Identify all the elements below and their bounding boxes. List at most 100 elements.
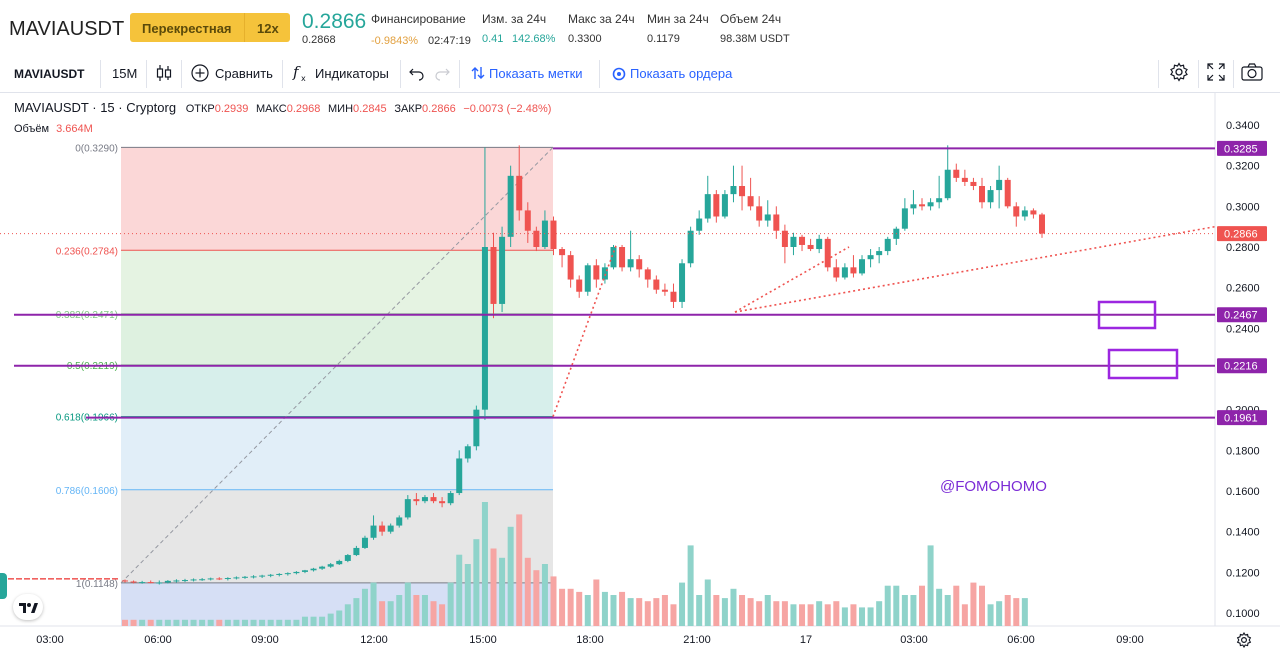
candle-body	[696, 218, 703, 231]
y-tick-label: 0.2600	[1226, 283, 1260, 295]
margin-type-button[interactable]: Перекрестная	[142, 21, 232, 36]
function-icon[interactable]: f x	[291, 62, 311, 84]
candle-body	[559, 249, 566, 256]
candle-body	[481, 247, 488, 410]
volume-bar	[961, 604, 968, 626]
y-tick-label: 0.1000	[1226, 608, 1260, 620]
volume-bar	[944, 595, 951, 626]
volume-bar	[456, 554, 463, 626]
settings-gear-icon[interactable]	[1169, 62, 1189, 82]
x-tick-label: 21:00	[683, 634, 711, 646]
leverage-button[interactable]: 12x	[257, 21, 279, 36]
candle-body	[927, 202, 934, 207]
volume-bar	[824, 604, 831, 626]
volume-value: 98.38M USDT	[720, 33, 790, 45]
low-value: 0.1179	[647, 33, 680, 45]
candle-body	[1021, 210, 1028, 217]
volume-bar	[970, 582, 977, 626]
show-marks-button[interactable]: Показать метки	[489, 66, 583, 81]
volume-bar	[1013, 598, 1020, 626]
fullscreen-icon[interactable]	[1207, 63, 1225, 81]
volume-bar	[319, 616, 326, 626]
volume-bar	[953, 585, 960, 626]
toolbar-divider	[1198, 60, 1199, 88]
candle-body	[627, 259, 634, 268]
camera-icon[interactable]	[1241, 63, 1263, 81]
fib-level-label: 0.786(0.1606)	[56, 486, 118, 497]
chart-legend: MAVIAUSDT · 15 · Cryptorg ОТКР0.2939 МАК…	[14, 100, 551, 115]
compare-button[interactable]: Сравнить	[215, 66, 273, 81]
volume-bar	[267, 619, 274, 626]
candle-body	[430, 497, 437, 502]
volume-bar	[499, 557, 506, 626]
candle-body	[721, 194, 728, 217]
volume-bar	[276, 619, 283, 626]
tradingview-logo[interactable]	[13, 594, 43, 620]
x-tick-label: 17	[800, 634, 812, 646]
volume-bar	[233, 619, 240, 626]
volume-bar	[1004, 595, 1011, 626]
candle-body	[139, 582, 146, 584]
indicators-button[interactable]: Индикаторы	[315, 66, 389, 81]
y-tick-label: 0.3200	[1226, 161, 1260, 173]
volume-bar	[284, 619, 291, 626]
candle-body	[730, 186, 737, 195]
candle-body	[413, 499, 420, 502]
show-orders-button[interactable]: Показать ордера	[630, 66, 733, 81]
candle-body	[190, 579, 197, 581]
candle-body	[250, 576, 257, 578]
redo-icon[interactable]	[434, 65, 450, 81]
candles-icon[interactable]	[155, 63, 173, 83]
volume-bar	[413, 595, 420, 626]
legend-low: 0.2845	[353, 103, 387, 115]
volume-bar	[336, 610, 343, 626]
volume-bar	[790, 604, 797, 626]
candle-body	[387, 525, 394, 532]
candle-body	[1030, 210, 1037, 215]
undo-icon[interactable]	[409, 65, 425, 81]
volume-bar	[216, 619, 223, 626]
toolbar-divider	[146, 60, 147, 88]
candle-body	[987, 190, 994, 203]
fib-zone	[121, 416, 553, 490]
axis-settings-gear-icon[interactable]	[1236, 632, 1252, 648]
volume-bar	[473, 539, 480, 626]
left-scroll-handle[interactable]	[0, 573, 7, 599]
volume-bar	[636, 598, 643, 626]
volume-bar	[653, 598, 660, 626]
volume-bar	[439, 604, 446, 626]
candle-body	[499, 236, 506, 304]
candle-body	[584, 265, 591, 292]
volume-bar	[156, 619, 163, 626]
candle-body	[807, 244, 814, 250]
volume-bar	[799, 604, 806, 626]
volume-bar	[910, 595, 917, 626]
margin-mode-pill[interactable]	[130, 13, 290, 42]
fib-zone	[121, 250, 553, 314]
candle-body	[867, 255, 874, 260]
candle-body	[790, 236, 797, 247]
fib-trend-line	[120, 147, 554, 584]
x-tick-label: 03:00	[36, 634, 64, 646]
price-label-text: 0.2467	[1224, 310, 1258, 322]
interval-button[interactable]: 15M	[112, 66, 138, 81]
toolbar-symbol[interactable]: MAVIAUSDT	[14, 67, 85, 81]
marks-arrows-icon	[471, 67, 485, 79]
candle-body	[181, 580, 188, 582]
y-tick-label: 0.3400	[1226, 120, 1260, 132]
volume-bar	[396, 595, 403, 626]
y-tick-label: 0.3000	[1226, 201, 1260, 213]
toolbar-divider	[599, 60, 600, 88]
price-chart[interactable]: 0.3400 0.3200 0.3000 0.2800 0.2600 0.2400 0.22…	[0, 93, 1280, 657]
candle-body	[799, 236, 806, 245]
volume-bar	[550, 576, 557, 626]
volume-bar	[259, 619, 266, 626]
toolbar-divider	[1233, 60, 1234, 88]
compare-plus-icon[interactable]	[190, 63, 210, 83]
volume-label: Объем 24ч	[720, 12, 782, 26]
volume-bar	[919, 585, 926, 626]
candle-body	[756, 206, 763, 221]
volume-bar	[747, 598, 754, 626]
fib-level-label: 1(0.1148)	[76, 579, 118, 590]
symbol-title[interactable]: MAVIAUSDT	[9, 18, 125, 40]
